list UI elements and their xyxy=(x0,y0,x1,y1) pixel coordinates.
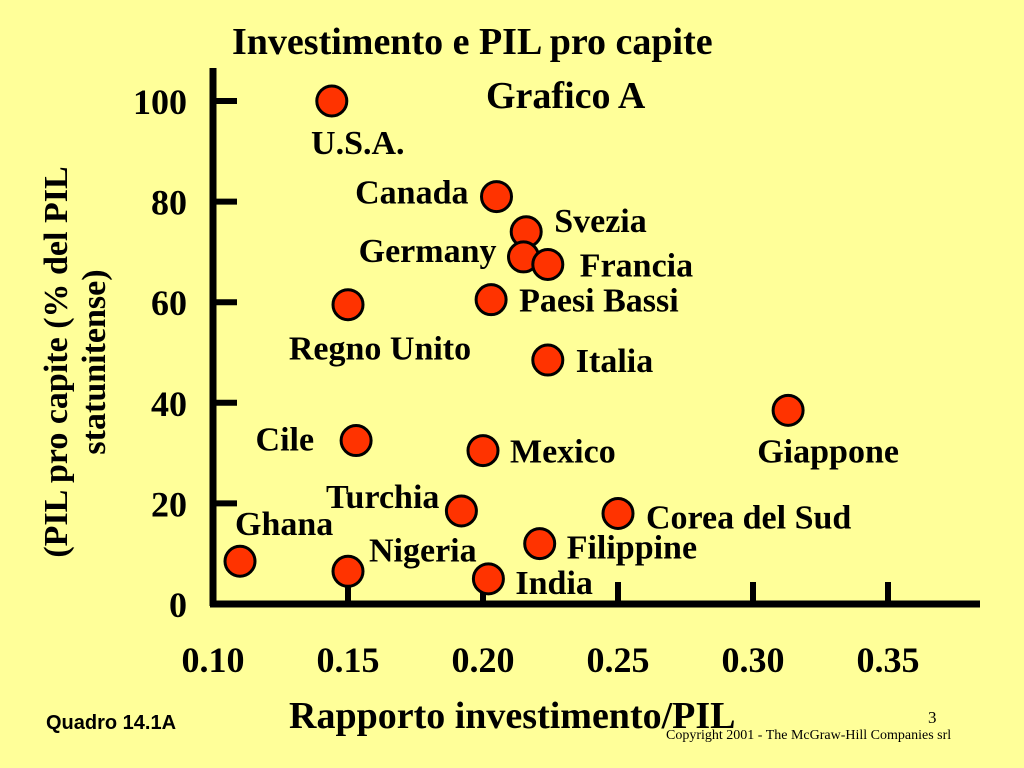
data-label: India xyxy=(515,565,593,602)
data-label: Ghana xyxy=(235,506,333,543)
data-label: Nigeria xyxy=(369,532,477,569)
x-tick-label: 0.10 xyxy=(182,640,245,680)
data-label: Filippine xyxy=(567,530,697,567)
copyright-notice: Copyright 2001 - The McGraw-Hill Compani… xyxy=(666,728,952,743)
y-tick-label: 80 xyxy=(151,183,187,223)
data-label: Mexico xyxy=(510,434,616,471)
y-tick-label: 60 xyxy=(151,283,187,323)
y-tick-label: 20 xyxy=(151,484,187,524)
data-point xyxy=(523,527,557,561)
data-point xyxy=(331,288,365,322)
data-point xyxy=(444,494,478,528)
data-label: Canada xyxy=(355,175,468,212)
data-label: Germany xyxy=(359,233,497,270)
data-label: Italia xyxy=(576,343,653,380)
data-point xyxy=(474,283,508,317)
x-axis-label: Rapporto investimento/PIL xyxy=(289,695,736,737)
axes: 0 20 40 60 80 100 0.10 0.15 0.20 0.25 0.30 0.35 xyxy=(133,68,980,680)
data-point xyxy=(771,393,805,427)
points xyxy=(223,84,805,596)
x-tick-label: 0.15 xyxy=(317,640,380,680)
data-point xyxy=(471,562,505,596)
page-number: 3 xyxy=(928,708,937,727)
data-label: Turchia xyxy=(326,479,439,516)
data-label: Regno Unito xyxy=(289,331,471,368)
x-tick-label: 0.25 xyxy=(587,640,650,680)
data-label: U.S.A. xyxy=(311,125,405,162)
x-tick-label: 0.20 xyxy=(452,640,515,680)
x-tick-label: 0.30 xyxy=(722,640,785,680)
x-tick-label: 0.35 xyxy=(857,640,920,680)
data-label: Cile xyxy=(256,422,315,459)
data-point xyxy=(531,343,565,377)
data-point xyxy=(315,84,349,118)
data-point xyxy=(339,424,373,458)
data-point xyxy=(601,496,635,530)
data-point xyxy=(480,180,513,214)
y-tick-label: 40 xyxy=(151,384,187,424)
data-label: Francia xyxy=(580,247,693,284)
data-label: Svezia xyxy=(554,203,647,240)
data-point xyxy=(223,544,257,578)
chart-subtitle: Grafico A xyxy=(486,75,646,117)
data-point xyxy=(466,434,500,468)
data-label: Giappone xyxy=(757,433,899,470)
chart-title: Investimento e PIL pro capite xyxy=(232,21,713,63)
data-point xyxy=(531,247,565,281)
y-tick-label: 0 xyxy=(169,585,187,625)
data-label: Corea del Sud xyxy=(646,499,851,536)
data-label: Paesi Bassi xyxy=(519,283,679,320)
data-point xyxy=(331,554,365,588)
figure-reference: Quadro 14.1A xyxy=(46,712,177,734)
y-tick-label: 100 xyxy=(133,82,187,122)
